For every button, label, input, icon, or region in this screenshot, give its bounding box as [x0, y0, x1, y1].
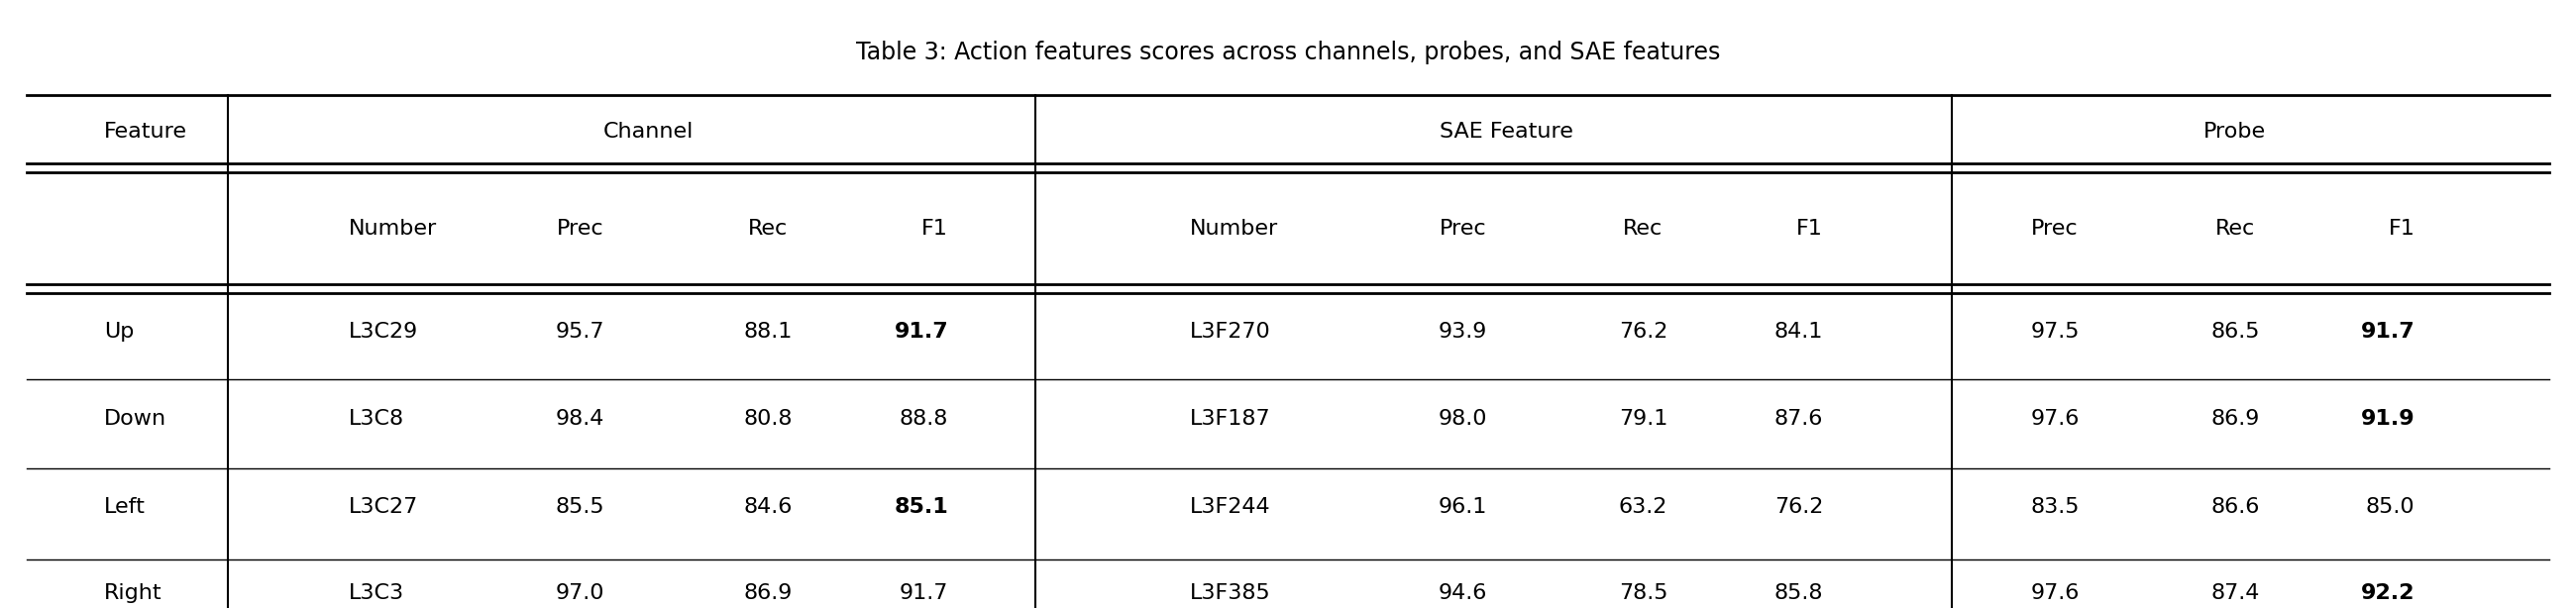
Text: 84.6: 84.6 — [744, 497, 793, 517]
Text: 86.5: 86.5 — [2210, 322, 2259, 341]
Text: 87.4: 87.4 — [2210, 584, 2259, 603]
Text: 98.0: 98.0 — [1437, 409, 1486, 429]
Text: Channel: Channel — [603, 122, 693, 142]
Text: Rec: Rec — [1623, 218, 1664, 238]
Text: Prec: Prec — [556, 218, 603, 238]
Text: Feature: Feature — [103, 122, 188, 142]
Text: 78.5: 78.5 — [1618, 584, 1667, 603]
Text: 87.6: 87.6 — [1775, 409, 1824, 429]
Text: 97.0: 97.0 — [556, 584, 605, 603]
Text: 91.7: 91.7 — [894, 322, 948, 341]
Text: Prec: Prec — [1440, 218, 1486, 238]
Text: Up: Up — [103, 322, 134, 341]
Text: 86.9: 86.9 — [2210, 409, 2259, 429]
Text: 76.2: 76.2 — [1618, 322, 1667, 341]
Text: 97.6: 97.6 — [2030, 584, 2079, 603]
Text: Down: Down — [103, 409, 167, 429]
Text: Table 3: Action features scores across channels, probes, and SAE features: Table 3: Action features scores across c… — [855, 41, 1721, 64]
Text: 85.1: 85.1 — [894, 497, 948, 517]
Text: L3F270: L3F270 — [1190, 322, 1270, 341]
Text: L3F187: L3F187 — [1190, 409, 1270, 429]
Text: 85.8: 85.8 — [1775, 584, 1824, 603]
Text: Rec: Rec — [2215, 218, 2254, 238]
Text: 63.2: 63.2 — [1618, 497, 1667, 517]
Text: 93.9: 93.9 — [1437, 322, 1486, 341]
Text: 79.1: 79.1 — [1618, 409, 1667, 429]
Text: F1: F1 — [922, 218, 948, 238]
Text: SAE Feature: SAE Feature — [1440, 122, 1574, 142]
Text: Right: Right — [103, 584, 162, 603]
Text: Number: Number — [1190, 218, 1278, 238]
Text: 85.0: 85.0 — [2365, 497, 2416, 517]
Text: 91.7: 91.7 — [899, 584, 948, 603]
Text: Probe: Probe — [2202, 122, 2267, 142]
Text: Prec: Prec — [2032, 218, 2079, 238]
Text: 95.7: 95.7 — [556, 322, 605, 341]
Text: 94.6: 94.6 — [1437, 584, 1486, 603]
Text: 84.1: 84.1 — [1775, 322, 1824, 341]
Text: F1: F1 — [2388, 218, 2416, 238]
Text: 83.5: 83.5 — [2030, 497, 2079, 517]
Text: Number: Number — [348, 218, 438, 238]
Text: 91.9: 91.9 — [2362, 409, 2416, 429]
Text: L3C8: L3C8 — [348, 409, 404, 429]
Text: 97.5: 97.5 — [2030, 322, 2079, 341]
Text: 88.8: 88.8 — [899, 409, 948, 429]
Text: 80.8: 80.8 — [744, 409, 793, 429]
Text: 92.2: 92.2 — [2362, 584, 2416, 603]
Text: 86.9: 86.9 — [744, 584, 793, 603]
Text: L3F244: L3F244 — [1190, 497, 1270, 517]
Text: 76.2: 76.2 — [1775, 497, 1824, 517]
Text: L3C27: L3C27 — [348, 497, 417, 517]
Text: 97.6: 97.6 — [2030, 409, 2079, 429]
Text: Left: Left — [103, 497, 147, 517]
Text: 88.1: 88.1 — [744, 322, 793, 341]
Text: L3C3: L3C3 — [348, 584, 404, 603]
Text: 85.5: 85.5 — [556, 497, 605, 517]
Text: 86.6: 86.6 — [2210, 497, 2259, 517]
Text: Rec: Rec — [747, 218, 788, 238]
Text: 98.4: 98.4 — [556, 409, 605, 429]
Text: 91.7: 91.7 — [2360, 322, 2416, 341]
Text: F1: F1 — [1795, 218, 1824, 238]
Text: L3C29: L3C29 — [348, 322, 417, 341]
Text: 96.1: 96.1 — [1437, 497, 1486, 517]
Text: L3F385: L3F385 — [1190, 584, 1270, 603]
